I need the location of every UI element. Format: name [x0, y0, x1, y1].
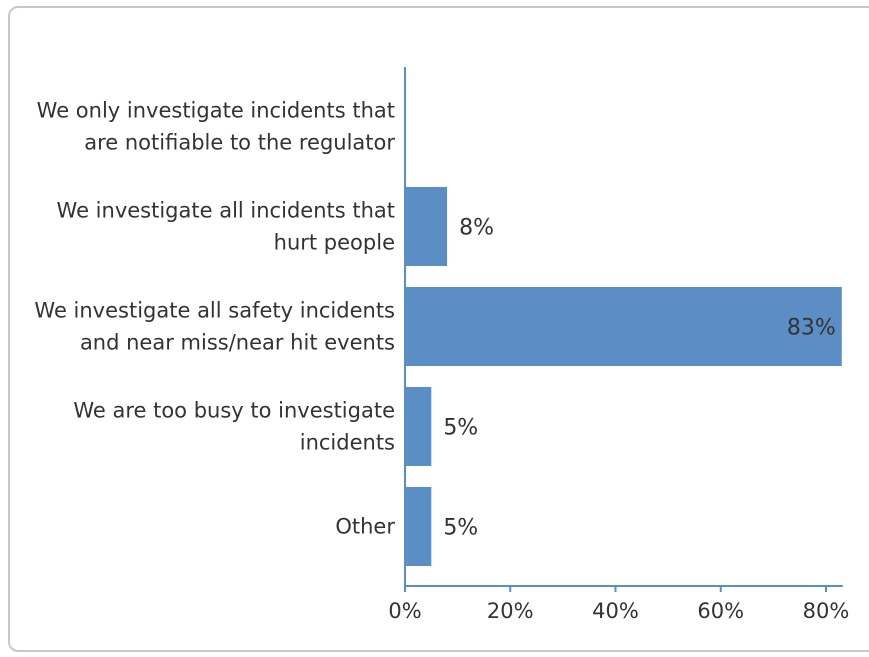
x-tick-label: 0% — [388, 599, 421, 623]
axes: 0% 20% 40% 60% 80% — [388, 67, 849, 623]
category-label: We investigate all incidents that hurt pe… — [57, 199, 395, 255]
bar — [405, 287, 842, 366]
value-label: 5% — [443, 516, 478, 541]
x-tick-label: 40% — [592, 599, 639, 623]
value-label: 8% — [459, 216, 494, 241]
category-label: We only investigate incidents that are no… — [37, 99, 396, 155]
category-label: Other — [335, 515, 395, 539]
category-label: We investigate all safety incidents and n… — [34, 299, 395, 355]
bar — [405, 487, 432, 566]
x-tick-label: 20% — [487, 599, 534, 623]
category-label: We are too busy to investigate incidents — [73, 399, 395, 455]
x-tick-label: 60% — [697, 599, 744, 623]
bar — [405, 387, 432, 466]
value-label: 83% — [787, 316, 836, 341]
value-label: 5% — [443, 416, 478, 441]
bars-layer — [405, 187, 842, 566]
category-labels: We only investigate incidents that are no… — [34, 99, 395, 539]
bar — [405, 187, 448, 266]
x-tick-label: 80% — [803, 599, 850, 623]
value-labels: 8% 83% 5% 5% — [443, 216, 835, 541]
